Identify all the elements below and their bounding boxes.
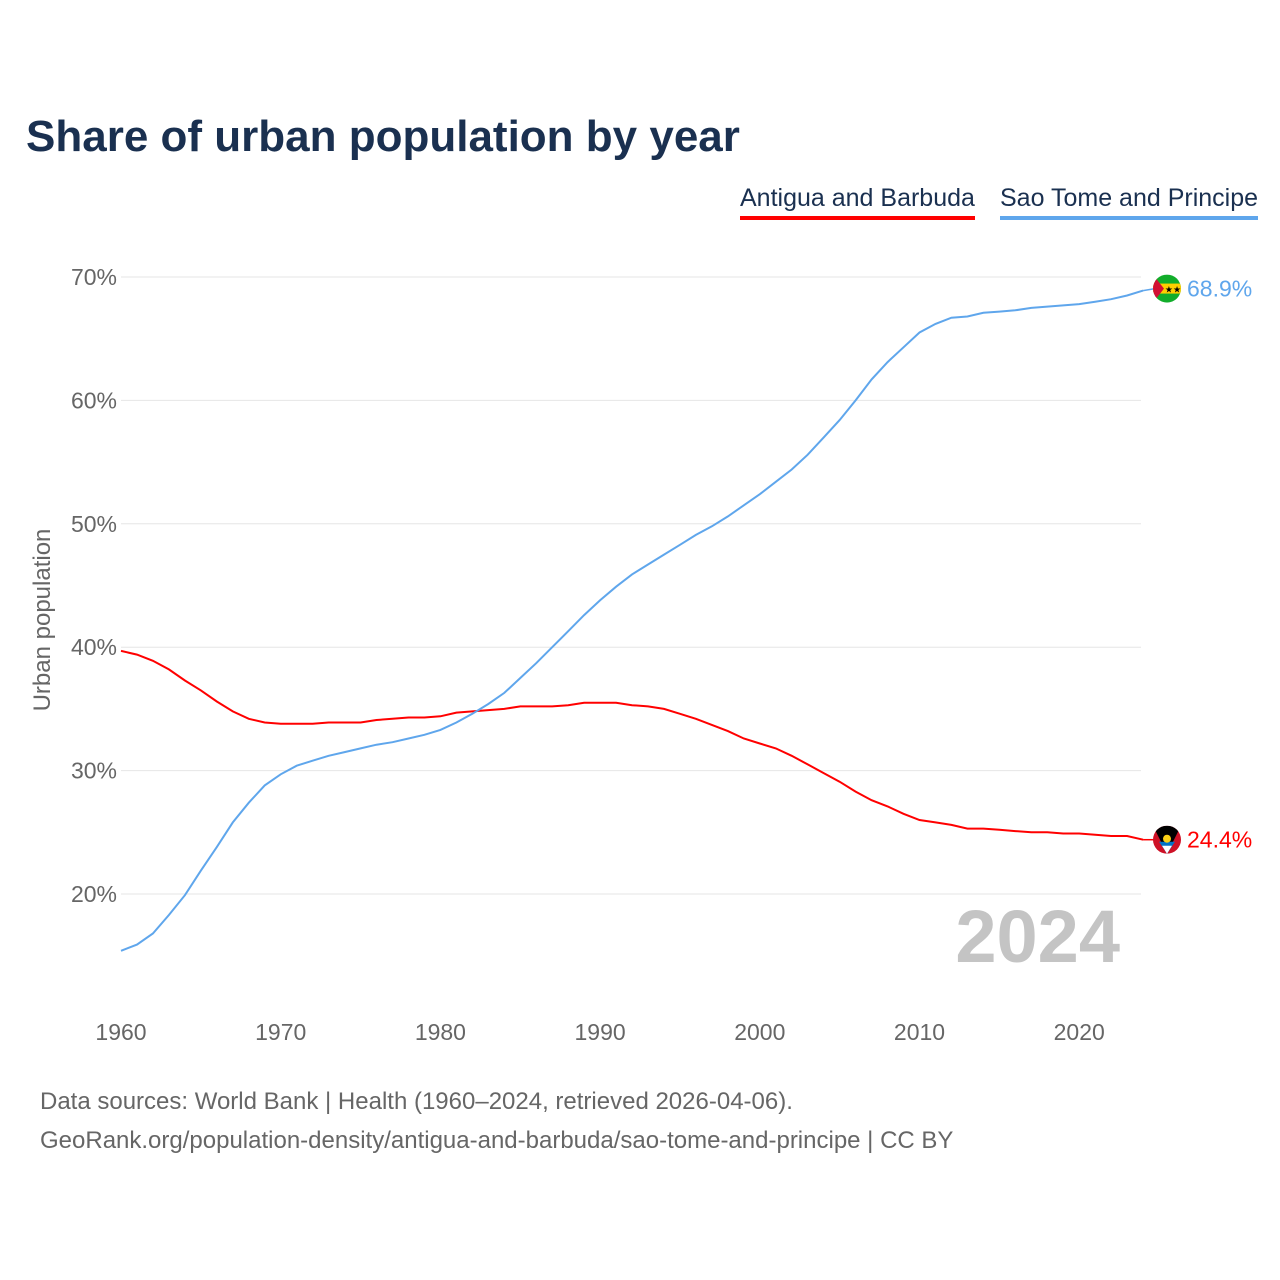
x-tick-label: 2000 [734,1019,785,1045]
x-tick-label: 1960 [95,1019,146,1045]
x-tick-label: 2010 [894,1019,945,1045]
end-value-label: 24.4% [1187,827,1252,853]
series-line-antigua [120,649,1144,841]
series-line-sao-tome [120,289,1144,952]
chart-title: Share of urban population by year [26,112,740,161]
y-tick-label: 60% [71,387,117,413]
y-tick-label: 30% [71,758,117,784]
x-tick-label: 1980 [415,1019,466,1045]
y-axis-label: Urban population [29,529,56,712]
antigua-flag-icon [1153,825,1181,854]
year-watermark: 2024 [955,895,1120,978]
x-tick-label: 1970 [255,1019,306,1045]
x-tick-label: 2020 [1054,1019,1105,1045]
footer-sources: Data sources: World Bank | Health (1960–… [40,1088,793,1115]
y-tick-label: 50% [71,511,117,537]
legend-item-antigua[interactable]: Antigua and Barbuda [740,184,975,220]
y-tick-label: 40% [71,634,117,660]
y-tick-label: 20% [71,881,117,907]
y-tick-label: 70% [71,264,117,290]
sao-tome-flag-icon: ★★ [1153,274,1181,303]
footer-link[interactable]: GeoRank.org/population-density/antigua-a… [40,1127,954,1154]
end-value-label: 68.9% [1187,276,1252,302]
legend-item-sao-tome[interactable]: Sao Tome and Principe [1000,184,1259,220]
x-tick-label: 1990 [575,1019,626,1045]
svg-text:★★: ★★ [1165,285,1181,295]
